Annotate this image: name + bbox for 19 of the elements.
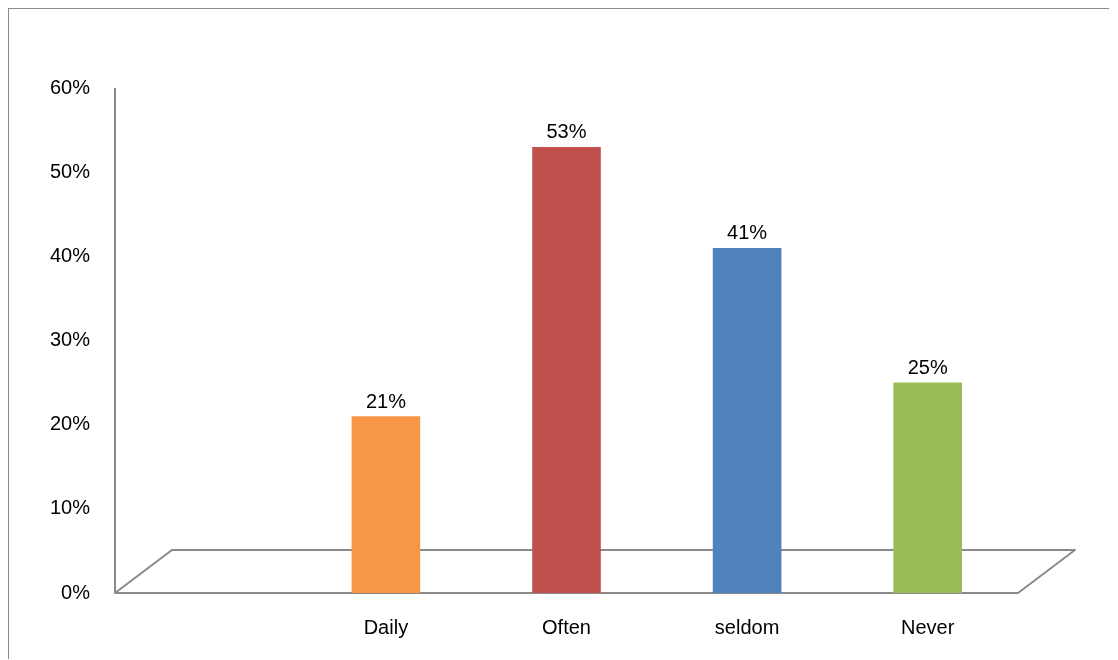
y-tick-label: 0%	[61, 580, 91, 603]
y-tick-label: 60%	[49, 75, 91, 98]
x-tick-label: Never	[901, 615, 955, 638]
y-tick-label: 50%	[49, 159, 91, 182]
bar	[712, 247, 782, 593]
x-tick-label: Daily	[363, 615, 409, 638]
y-tick-label: 10%	[49, 496, 91, 519]
bar	[351, 416, 421, 593]
data-label: 21%	[365, 389, 407, 412]
x-tick-label: seldom	[714, 615, 780, 638]
data-label: 41%	[727, 221, 768, 244]
x-tick-label: Often	[542, 615, 591, 638]
y-tick-label: 40%	[49, 243, 91, 266]
data-label: 53%	[546, 120, 587, 143]
data-label: 25%	[907, 356, 948, 379]
y-tick-label: 20%	[49, 412, 91, 435]
bar	[893, 382, 963, 593]
y-tick-label: 30%	[49, 328, 91, 351]
bar	[532, 146, 601, 593]
